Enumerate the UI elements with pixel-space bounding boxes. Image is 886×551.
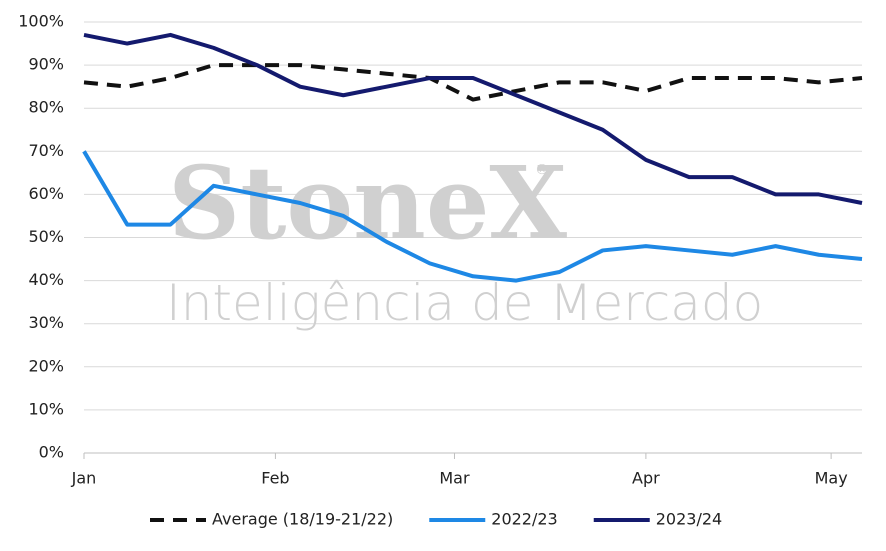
y-tick-label: 50% (28, 227, 64, 246)
y-tick-label: 80% (28, 98, 64, 117)
y-tick-label: 30% (28, 313, 64, 332)
x-tick-label: Apr (632, 469, 660, 488)
watermark-tagline: Inteligência de Mercado (166, 274, 763, 332)
legend-label: 2022/23 (491, 510, 557, 529)
legend-label: Average (18/19-21/22) (212, 510, 393, 529)
x-tick-label: Jan (71, 469, 97, 488)
watermark-brand: StoneX (168, 144, 567, 262)
y-tick-label: 90% (28, 55, 64, 74)
grid (84, 21, 862, 454)
y-tick-label: 10% (28, 399, 64, 418)
x-tick-label: Feb (261, 469, 289, 488)
x-tick-label: May (815, 469, 848, 488)
series-line (83, 32, 863, 205)
x-tick-label: Mar (439, 469, 470, 488)
watermark-mark: ® (535, 162, 549, 178)
y-tick-label: 100% (18, 12, 64, 31)
series-line (82, 150, 863, 283)
y-tick-label: 60% (28, 184, 64, 203)
legend-label: 2023/24 (656, 510, 722, 529)
series-line (83, 63, 863, 102)
y-tick-label: 20% (28, 356, 64, 375)
y-tick-label: 70% (28, 141, 64, 160)
y-tick-label: 40% (28, 270, 64, 289)
y-tick-label: 0% (39, 443, 64, 462)
